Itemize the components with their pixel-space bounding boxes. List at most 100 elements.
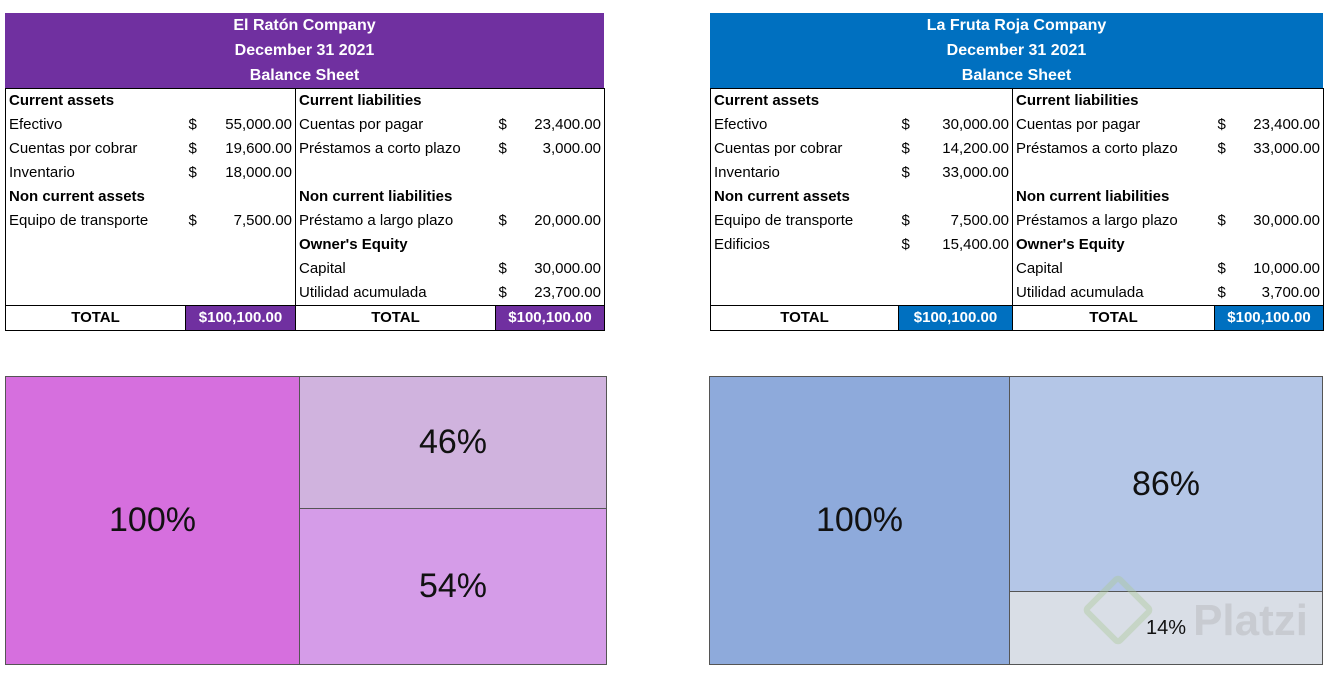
asset-amount: 14,200.00 [942,140,1009,157]
balance-table: Current assets Current liabilities Efect… [5,88,605,331]
liability-label: Préstamos a corto plazo [1012,137,1215,161]
treemap-liabilities-cell: 46% [300,377,606,509]
equity-title: Owner's Equity [295,233,496,257]
equity-amount: 10,000.00 [1253,260,1320,277]
treemap-bottom-label: 54% [418,567,488,605]
noncurrent-assets-title: Non current assets [9,188,145,205]
asset-amount: 33,000.00 [942,164,1009,181]
current-assets-title: Current assets [9,92,115,109]
current-liabilities-title: Current liabilities [1012,88,1215,113]
liability-amount: 30,000.00 [1253,212,1320,229]
treemap-top-label: 86% [1131,464,1201,503]
total-liabilities-label: TOTAL [295,305,496,331]
currency: $ [901,236,910,253]
currency: $ [1217,260,1226,277]
company-name: El Ratón Company [233,17,376,34]
asset-label: Cuentas por cobrar [9,140,138,157]
liability-label: Préstamos a corto plazo [295,137,496,161]
report-date: December 31 2021 [234,42,375,59]
liability-label: Préstamos a largo plazo [1012,209,1215,233]
asset-amount: 18,000.00 [225,164,292,181]
currency: $ [188,212,197,229]
report-date: December 31 2021 [946,42,1087,59]
equity-title: Owner's Equity [1012,233,1215,257]
treemap-liabilities-cell: 86% [1010,377,1322,592]
currency: $ [498,212,507,229]
equity-amount: 23,700.00 [534,284,601,301]
treemap-equity-cell: 14% [1010,592,1322,664]
treemap-bottom-label: 14% [1145,616,1187,639]
currency: $ [188,140,197,157]
total-liabilities-label: TOTAL [1012,305,1215,331]
treemap-assets-cell: 100% [6,377,300,664]
sheet-header: El Ratón Company December 31 2021 Balanc… [5,13,604,88]
total-assets-label: TOTAL [5,305,186,331]
balance-sheet-right: La Fruta Roja Company December 31 2021 B… [710,13,1324,331]
asset-label: Efectivo [9,116,63,133]
total-assets-value: $100,100.00 [898,305,1013,331]
company-name: La Fruta Roja Company [926,17,1107,34]
currency: $ [901,164,910,181]
treemap-assets-label: 100% [816,501,903,539]
liability-amount: 20,000.00 [534,212,601,229]
liability-amount: 23,400.00 [1253,116,1320,133]
equity-label: Capital [295,257,496,281]
asset-label: Edificios [714,236,770,253]
equity-label: Capital [1012,257,1215,281]
currency: $ [498,260,507,277]
currency: $ [1217,212,1226,229]
asset-label: Cuentas por cobrar [714,140,843,157]
equity-label: Utilidad acumulada [295,281,496,306]
sheet-header: La Fruta Roja Company December 31 2021 B… [710,13,1323,88]
asset-amount: 19,600.00 [225,140,292,157]
treemap-right: 100% 86% 14% Platzi [709,376,1323,665]
liability-amount: 3,000.00 [542,140,601,157]
treemap-equity-cell: 54% [300,509,606,664]
treemap-assets-label: 100% [109,501,196,539]
liability-label: Préstamo a largo plazo [295,209,496,233]
total-assets-value: $100,100.00 [185,305,296,331]
balance-sheet-left: El Ratón Company December 31 2021 Balanc… [5,13,605,331]
currency: $ [901,116,910,133]
treemap-assets-cell: 100% [710,377,1010,664]
treemap-left: 100% 46% 54% [5,376,607,665]
current-assets-title: Current assets [714,92,820,109]
asset-label: Equipo de transporte [714,212,854,229]
currency: $ [188,116,197,133]
total-liabilities-value: $100,100.00 [1214,305,1324,331]
balance-table: Current assets Current liabilities Efect… [710,88,1324,331]
currency: $ [498,140,507,157]
currency: $ [1217,140,1226,157]
report-title: Balance Sheet [249,67,360,84]
total-assets-label: TOTAL [710,305,899,331]
equity-amount: 3,700.00 [1261,284,1320,301]
currency: $ [1217,284,1226,301]
liability-amount: 33,000.00 [1253,140,1320,157]
current-liabilities-title: Current liabilities [295,88,496,113]
currency: $ [1217,116,1226,133]
asset-label: Equipo de transporte [9,212,149,229]
treemap-top-label: 46% [418,423,488,461]
report-title: Balance Sheet [961,67,1072,84]
liability-label: Cuentas por pagar [1012,113,1215,137]
equity-amount: 30,000.00 [534,260,601,277]
currency: $ [901,212,910,229]
asset-amount: 55,000.00 [225,116,292,133]
liability-label: Cuentas por pagar [295,113,496,137]
asset-label: Inventario [9,164,75,181]
currency: $ [498,284,507,301]
currency: $ [188,164,197,181]
asset-amount: 15,400.00 [942,236,1009,253]
asset-label: Efectivo [714,116,768,133]
noncurrent-liabilities-title: Non current liabilities [295,185,496,209]
currency: $ [901,140,910,157]
noncurrent-assets-title: Non current assets [714,188,850,205]
asset-amount: 30,000.00 [942,116,1009,133]
equity-label: Utilidad acumulada [1012,281,1215,306]
currency: $ [498,116,507,133]
total-liabilities-value: $100,100.00 [495,305,605,331]
liability-amount: 23,400.00 [534,116,601,133]
asset-amount: 7,500.00 [233,212,292,229]
asset-amount: 7,500.00 [950,212,1009,229]
noncurrent-liabilities-title: Non current liabilities [1012,185,1215,209]
